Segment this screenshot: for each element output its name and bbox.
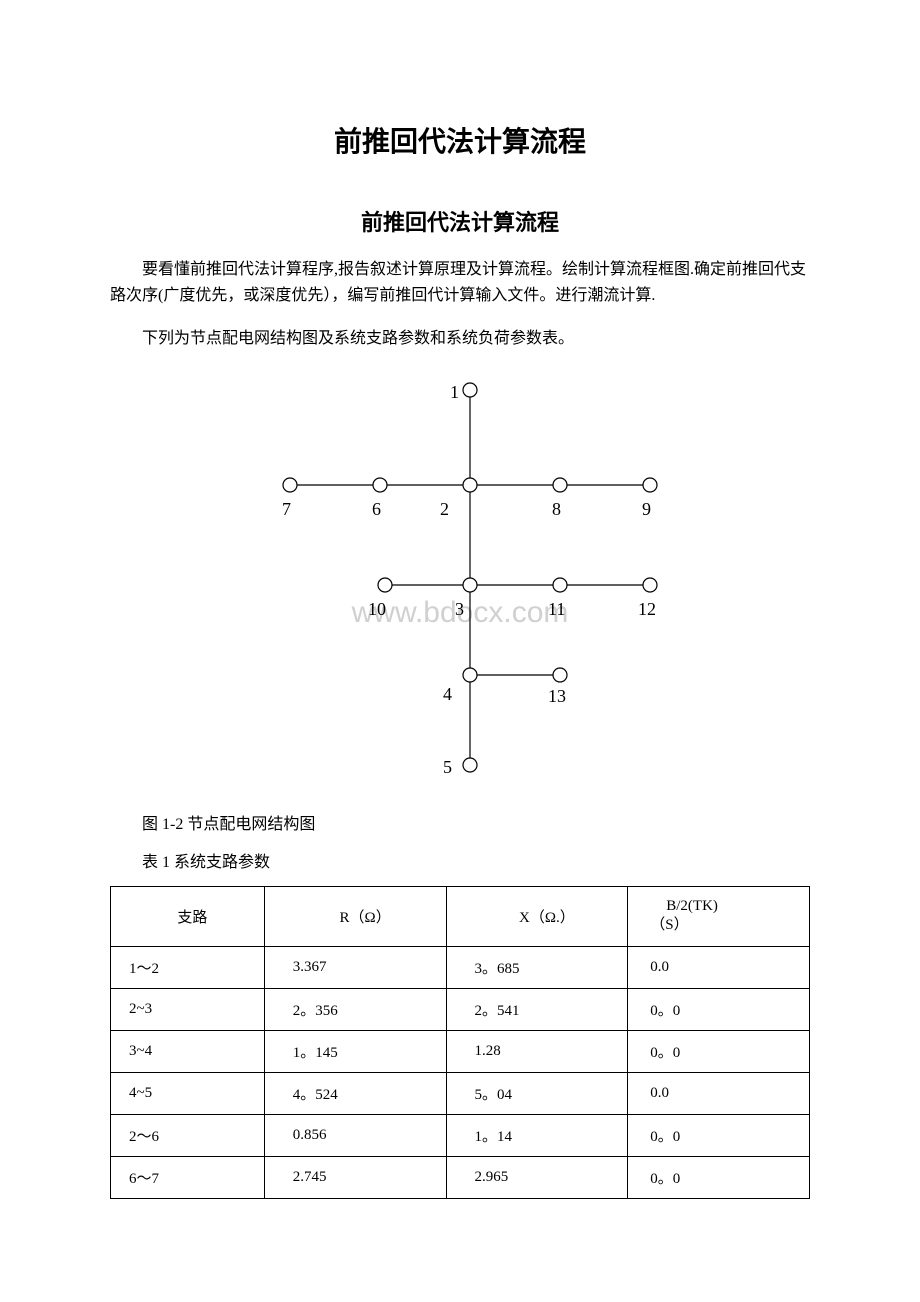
figure-caption: 图 1-2 节点配电网结构图 bbox=[110, 810, 810, 834]
sub-title: 前推回代法计算流程 bbox=[110, 205, 810, 237]
table-cell: 3~4 bbox=[111, 1030, 265, 1072]
table-cell: 1.28 bbox=[446, 1030, 628, 1072]
table-cell: 0。0 bbox=[628, 1156, 810, 1198]
table-cell: 4。524 bbox=[264, 1072, 446, 1114]
table-cell: 2.745 bbox=[264, 1156, 446, 1198]
table-caption: 表 1 系统支路参数 bbox=[110, 848, 810, 872]
node-circle bbox=[283, 478, 297, 492]
node-circle bbox=[643, 478, 657, 492]
table-header-cell: X（Ω.） bbox=[446, 886, 628, 946]
network-svg: 12345678910111213 bbox=[260, 370, 660, 790]
node-label: 1 bbox=[450, 382, 459, 402]
main-title: 前推回代法计算流程 bbox=[110, 120, 810, 160]
node-circle bbox=[643, 578, 657, 592]
table-cell: 2~3 bbox=[111, 988, 265, 1030]
paragraph-2: 下列为节点配电网结构图及系统支路参数和系统负荷参数表。 bbox=[110, 326, 810, 352]
node-circle bbox=[463, 478, 477, 492]
table-cell: 3.367 bbox=[264, 946, 446, 988]
node-circle bbox=[463, 578, 477, 592]
node-label: 4 bbox=[443, 684, 452, 704]
table-row: 1～23.3673。6850.0 bbox=[111, 946, 810, 988]
table-row: 4~54。5245。040.0 bbox=[111, 1072, 810, 1114]
table-cell: 0。0 bbox=[628, 1030, 810, 1072]
table-row: 2～60.8561。140。0 bbox=[111, 1114, 810, 1156]
table-cell: 0。0 bbox=[628, 988, 810, 1030]
node-circle bbox=[378, 578, 392, 592]
table-row: 2~32。3562。5410。0 bbox=[111, 988, 810, 1030]
table-cell: 2。356 bbox=[264, 988, 446, 1030]
table-cell: 2～6 bbox=[111, 1114, 265, 1156]
node-circle bbox=[463, 668, 477, 682]
node-label: 10 bbox=[368, 599, 386, 619]
table-cell: 5。04 bbox=[446, 1072, 628, 1114]
node-label: 9 bbox=[642, 499, 651, 519]
node-label: 3 bbox=[455, 599, 464, 619]
table-cell: 1～2 bbox=[111, 946, 265, 988]
table-cell: 0.0 bbox=[628, 946, 810, 988]
node-circle bbox=[463, 383, 477, 397]
table-header-cell: 支路 bbox=[111, 886, 265, 946]
node-label: 2 bbox=[440, 499, 449, 519]
node-label: 12 bbox=[638, 599, 656, 619]
node-circle bbox=[553, 668, 567, 682]
node-label: 11 bbox=[548, 599, 565, 619]
paragraph-1: 要看懂前推回代法计算程序,报告叙述计算原理及计算流程。绘制计算流程框图.确定前推… bbox=[110, 257, 810, 308]
table-cell: 0.0 bbox=[628, 1072, 810, 1114]
table-cell: 2。541 bbox=[446, 988, 628, 1030]
node-label: 5 bbox=[443, 757, 452, 777]
node-label: 8 bbox=[552, 499, 561, 519]
table-header-cell: B/2(TK)（S） bbox=[628, 886, 810, 946]
node-circle bbox=[553, 578, 567, 592]
branch-params-table: 支路R（Ω）X（Ω.）B/2(TK)（S）1～23.3673。6850.02~3… bbox=[110, 886, 810, 1199]
table-cell: 0.856 bbox=[264, 1114, 446, 1156]
table-cell: 1。14 bbox=[446, 1114, 628, 1156]
table-cell: 6～7 bbox=[111, 1156, 265, 1198]
table-header-cell: R（Ω） bbox=[264, 886, 446, 946]
table-cell: 2.965 bbox=[446, 1156, 628, 1198]
node-circle bbox=[373, 478, 387, 492]
node-circle bbox=[553, 478, 567, 492]
table-cell: 1。145 bbox=[264, 1030, 446, 1072]
network-diagram: www.bdocx.com 12345678910111213 bbox=[260, 370, 660, 790]
table-cell: 0。0 bbox=[628, 1114, 810, 1156]
table-row: 6～72.7452.9650。0 bbox=[111, 1156, 810, 1198]
table-cell: 4~5 bbox=[111, 1072, 265, 1114]
node-label: 6 bbox=[372, 499, 381, 519]
table-row: 3~41。1451.280。0 bbox=[111, 1030, 810, 1072]
table-cell: 3。685 bbox=[446, 946, 628, 988]
node-circle bbox=[463, 758, 477, 772]
node-label: 7 bbox=[282, 499, 291, 519]
table-header-row: 支路R（Ω）X（Ω.）B/2(TK)（S） bbox=[111, 886, 810, 946]
node-label: 13 bbox=[548, 686, 566, 706]
